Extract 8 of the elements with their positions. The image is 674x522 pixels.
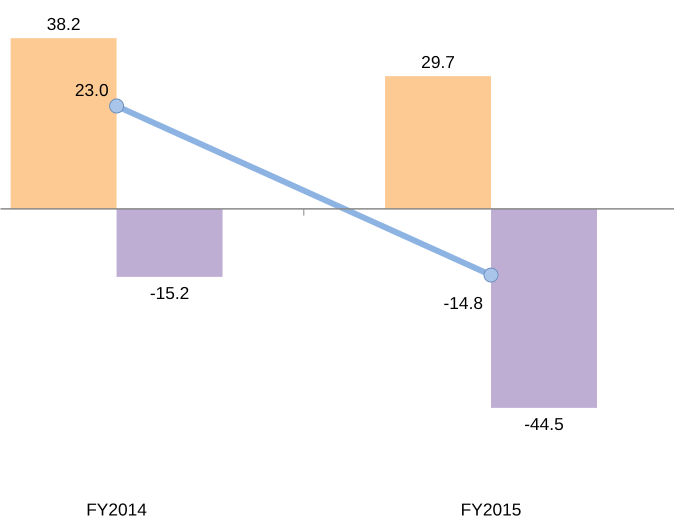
data-label: 23.0 [74,80,109,100]
data-label: 29.7 [421,52,455,72]
data-label: -14.8 [444,293,484,314]
data-label: -44.5 [524,414,564,434]
x-tick-label: FY2014 [86,500,148,520]
data-label: -15.2 [150,282,190,303]
data-label: 38.2 [46,14,80,34]
x-tick-label: FY2015 [460,500,522,520]
